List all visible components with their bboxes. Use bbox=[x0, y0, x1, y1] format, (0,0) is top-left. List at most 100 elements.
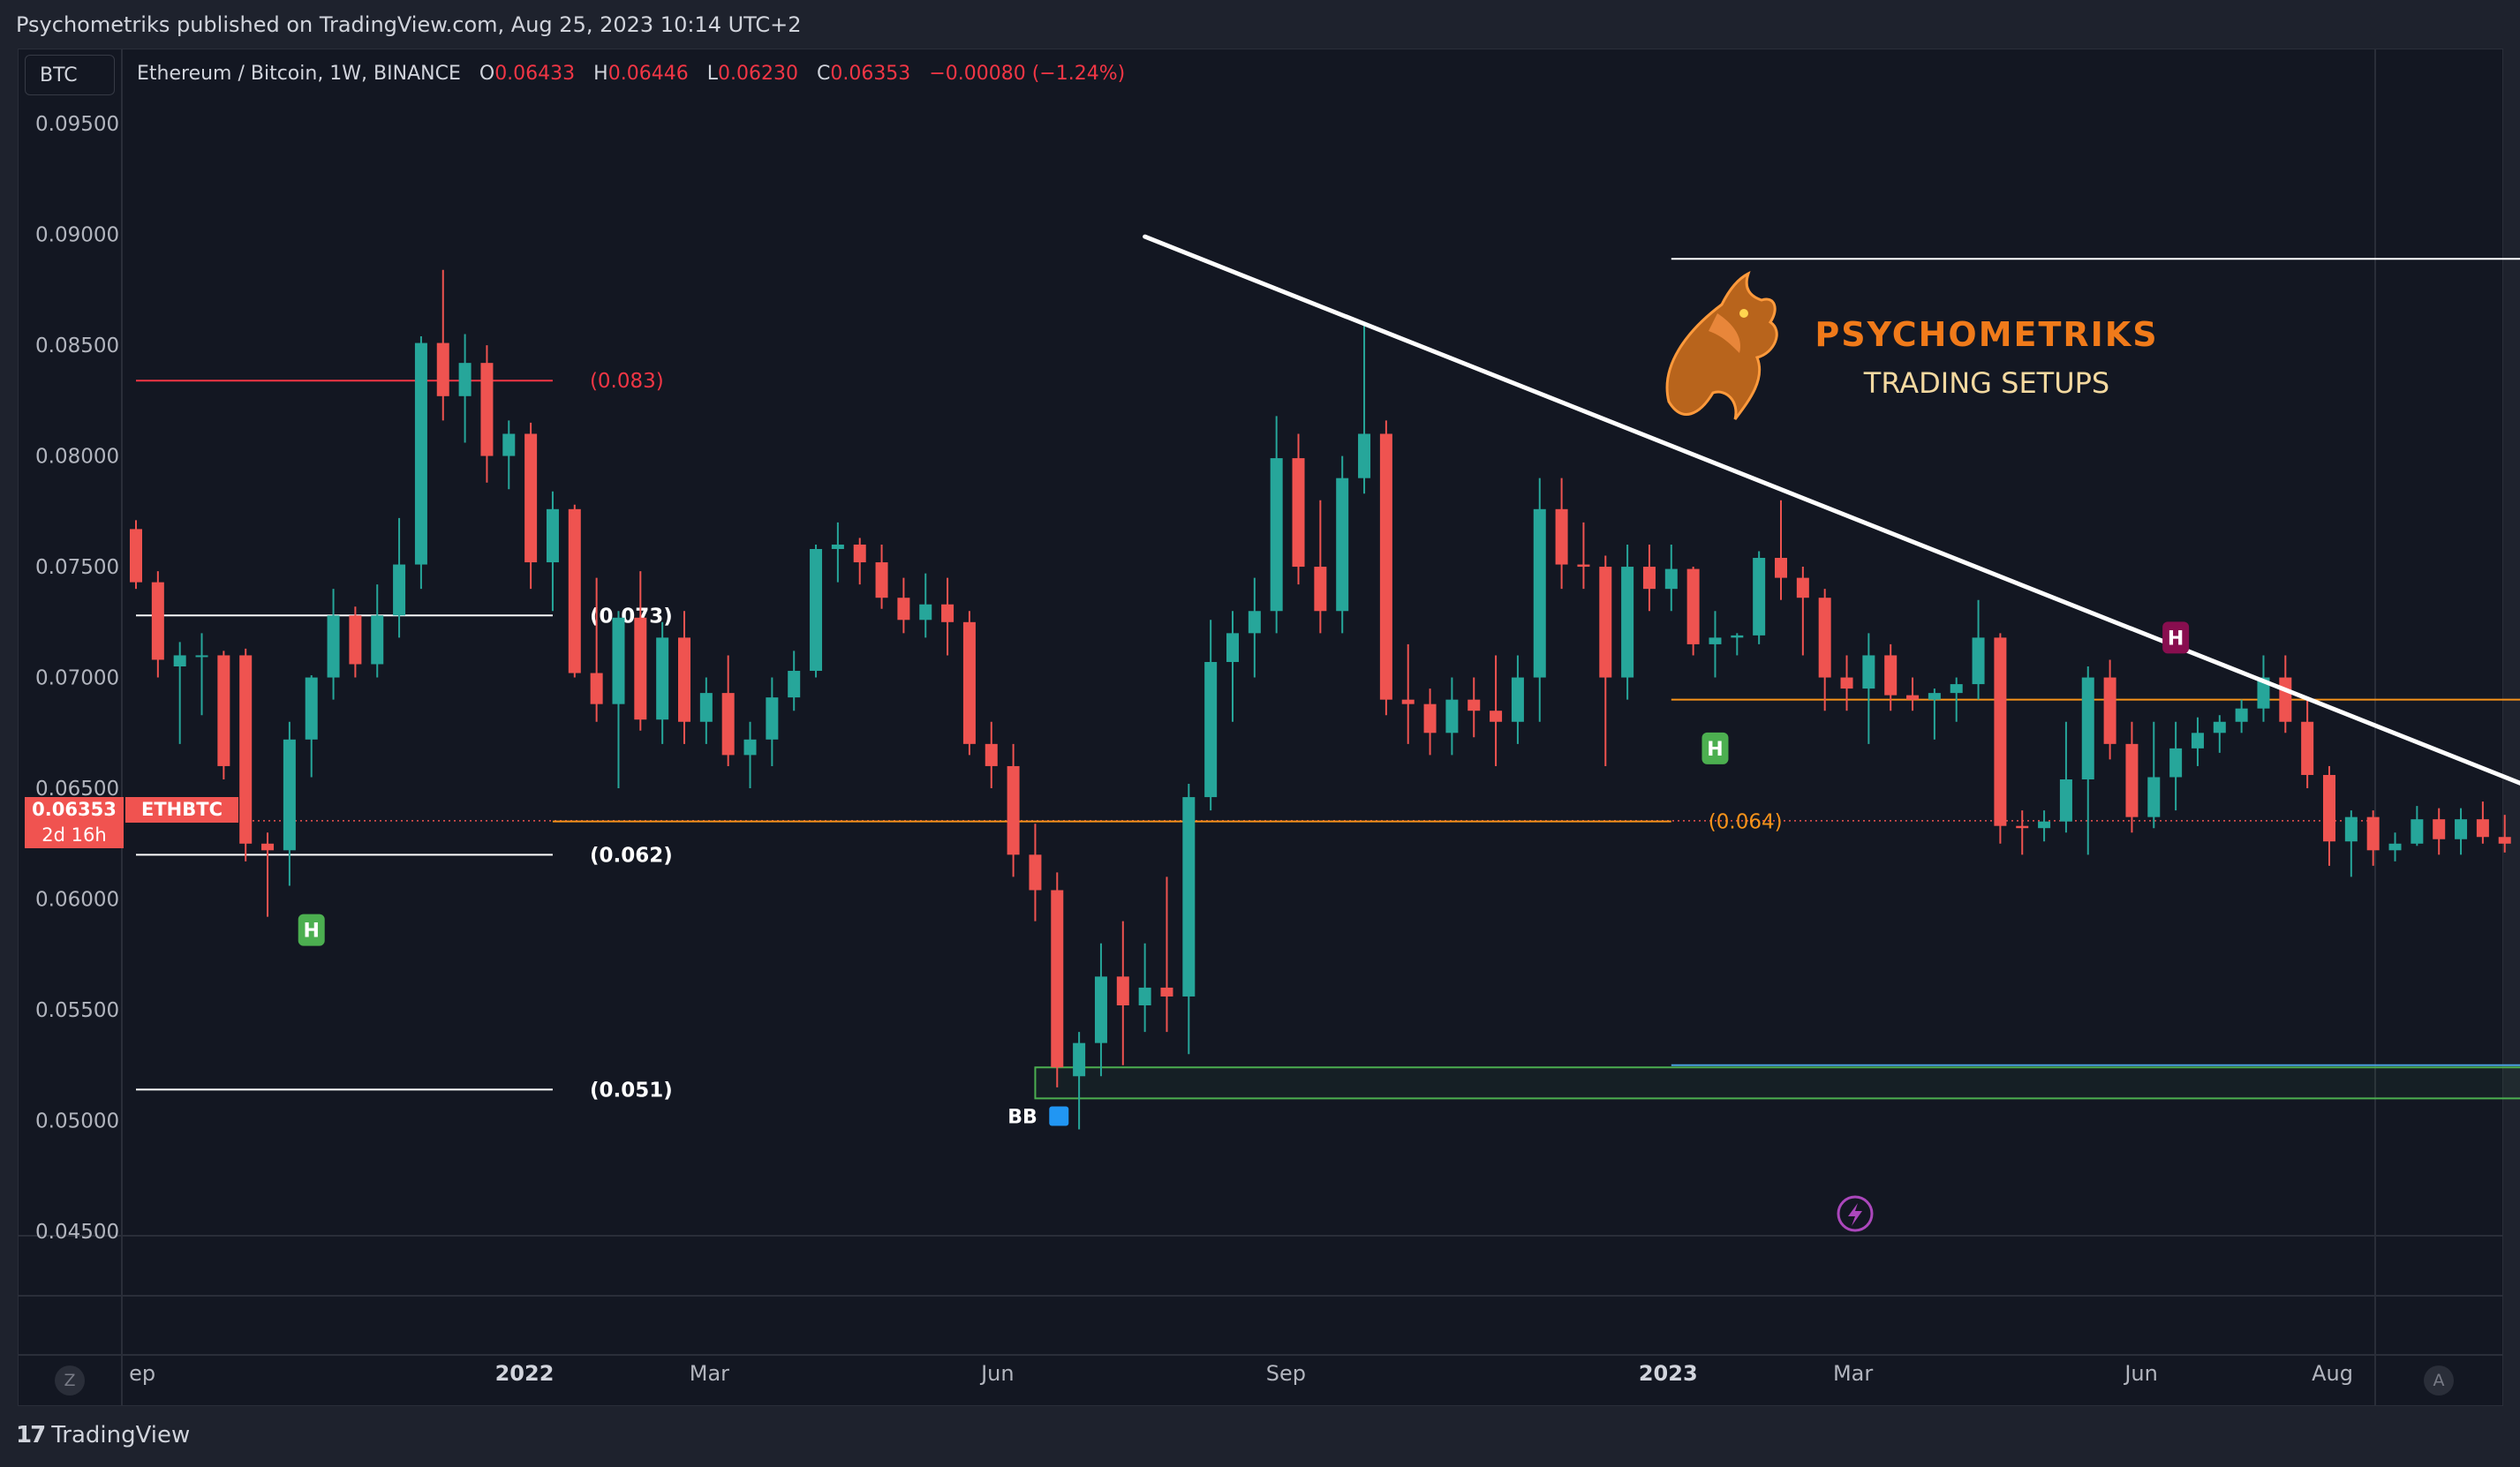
candle-body bbox=[1972, 637, 1985, 685]
candle-body bbox=[743, 739, 757, 756]
bb-marker-icon bbox=[1049, 1106, 1069, 1126]
h-marker-label: H bbox=[304, 921, 320, 943]
zoom-reset-button[interactable]: Z bbox=[55, 1365, 85, 1396]
candle-body bbox=[1292, 458, 1305, 568]
h-marker[interactable]: H bbox=[2162, 621, 2190, 654]
candle bbox=[897, 577, 910, 634]
candle bbox=[261, 832, 275, 917]
candle-body bbox=[2498, 837, 2511, 844]
x-tick-label: ep bbox=[129, 1361, 155, 1386]
candle bbox=[1642, 544, 1656, 612]
candle-body bbox=[261, 843, 275, 851]
candle-body bbox=[1994, 637, 2007, 826]
candle-body bbox=[634, 617, 647, 720]
candle bbox=[283, 721, 296, 886]
tradingview-logo[interactable]: 17 TradingView bbox=[16, 1422, 190, 1448]
demand-zone[interactable] bbox=[1034, 1066, 2520, 1100]
candle bbox=[568, 504, 581, 678]
candle-body bbox=[2103, 677, 2116, 744]
candle bbox=[2125, 721, 2139, 833]
candle-body bbox=[1226, 633, 1239, 662]
trendline[interactable] bbox=[1143, 234, 2520, 899]
candle-body bbox=[2433, 819, 2446, 839]
candle bbox=[875, 544, 888, 609]
candle-body bbox=[2125, 743, 2139, 817]
candle bbox=[1818, 589, 1831, 711]
candle bbox=[941, 577, 954, 656]
candle bbox=[1731, 633, 1744, 656]
candle bbox=[1248, 577, 1261, 678]
candle bbox=[436, 269, 449, 421]
x-tick-label: Sep bbox=[1266, 1361, 1306, 1386]
candle-body bbox=[2257, 677, 2270, 709]
candle bbox=[2038, 810, 2051, 842]
candle-body bbox=[524, 433, 538, 563]
candle bbox=[1336, 455, 1349, 634]
y-tick-label: 0.05500 bbox=[35, 999, 119, 1022]
candle bbox=[612, 611, 625, 789]
candle-body bbox=[1753, 558, 1766, 636]
candle bbox=[2213, 715, 2226, 753]
candle-body bbox=[810, 548, 823, 672]
candle bbox=[1753, 551, 1766, 644]
candle-body bbox=[1642, 567, 1656, 590]
candle-body bbox=[327, 615, 340, 678]
candle bbox=[480, 345, 494, 483]
auto-scale-button[interactable]: A bbox=[2424, 1365, 2454, 1396]
tradingview-icon: 17 bbox=[16, 1422, 46, 1448]
candle bbox=[1862, 633, 1875, 744]
y-tick-label: 0.06000 bbox=[35, 889, 119, 912]
y-tick-label: 0.04500 bbox=[35, 1221, 119, 1244]
candle bbox=[1423, 688, 1437, 756]
h-marker[interactable]: H bbox=[298, 914, 325, 946]
candle bbox=[1950, 677, 1963, 722]
symbol-search-button[interactable]: BTC bbox=[25, 55, 115, 95]
candle-body bbox=[1533, 508, 1546, 678]
candle bbox=[1226, 611, 1239, 722]
candle-body bbox=[1379, 433, 1392, 700]
candle-body bbox=[1840, 677, 1853, 689]
level-label: (0.064) bbox=[1709, 811, 1783, 834]
candle bbox=[2279, 655, 2292, 734]
h-marker-label: H bbox=[1707, 739, 1723, 761]
watermark-title: PSYCHOMETRIKS bbox=[1815, 315, 2158, 354]
legend-high-label: H bbox=[593, 63, 608, 85]
candle-body bbox=[656, 637, 669, 720]
candle bbox=[1709, 611, 1722, 678]
watermark-subtitle: TRADING SETUPS bbox=[1863, 366, 2109, 400]
candle-body bbox=[1709, 637, 1722, 644]
candle bbox=[1664, 544, 1678, 612]
candle-body bbox=[305, 677, 318, 740]
candle-body bbox=[502, 433, 516, 456]
candle-body bbox=[831, 544, 844, 549]
candle bbox=[1292, 433, 1305, 585]
lightning-icon[interactable] bbox=[1837, 1195, 1874, 1232]
candle bbox=[2081, 666, 2094, 855]
candle bbox=[2103, 659, 2116, 760]
h-marker[interactable]: H bbox=[1701, 732, 1729, 764]
candle bbox=[195, 633, 208, 716]
candle-body bbox=[458, 363, 472, 396]
candle-body bbox=[1007, 765, 1020, 855]
bar-countdown: 2d 16h bbox=[25, 823, 124, 848]
candle bbox=[151, 571, 164, 678]
candle bbox=[502, 420, 516, 490]
candle-body bbox=[217, 655, 230, 766]
candle bbox=[1577, 522, 1590, 590]
psychometriks-logo: PSYCHOMETRIKS TRADING SETUPS bbox=[1665, 271, 2158, 420]
candle-body bbox=[2147, 777, 2161, 817]
candle-body bbox=[436, 342, 449, 396]
x-tick-label: Jun bbox=[2123, 1361, 2158, 1386]
y-tick-label: 0.05000 bbox=[35, 1110, 119, 1132]
candle bbox=[721, 655, 735, 766]
candle bbox=[130, 520, 142, 590]
candle-body bbox=[2059, 779, 2072, 822]
candle bbox=[634, 571, 647, 731]
candle-body bbox=[2366, 816, 2380, 851]
candle-body bbox=[766, 697, 779, 740]
candle bbox=[173, 642, 186, 744]
candle bbox=[1094, 943, 1107, 1077]
candle bbox=[393, 517, 406, 638]
x-tick-label: Mar bbox=[690, 1361, 729, 1386]
